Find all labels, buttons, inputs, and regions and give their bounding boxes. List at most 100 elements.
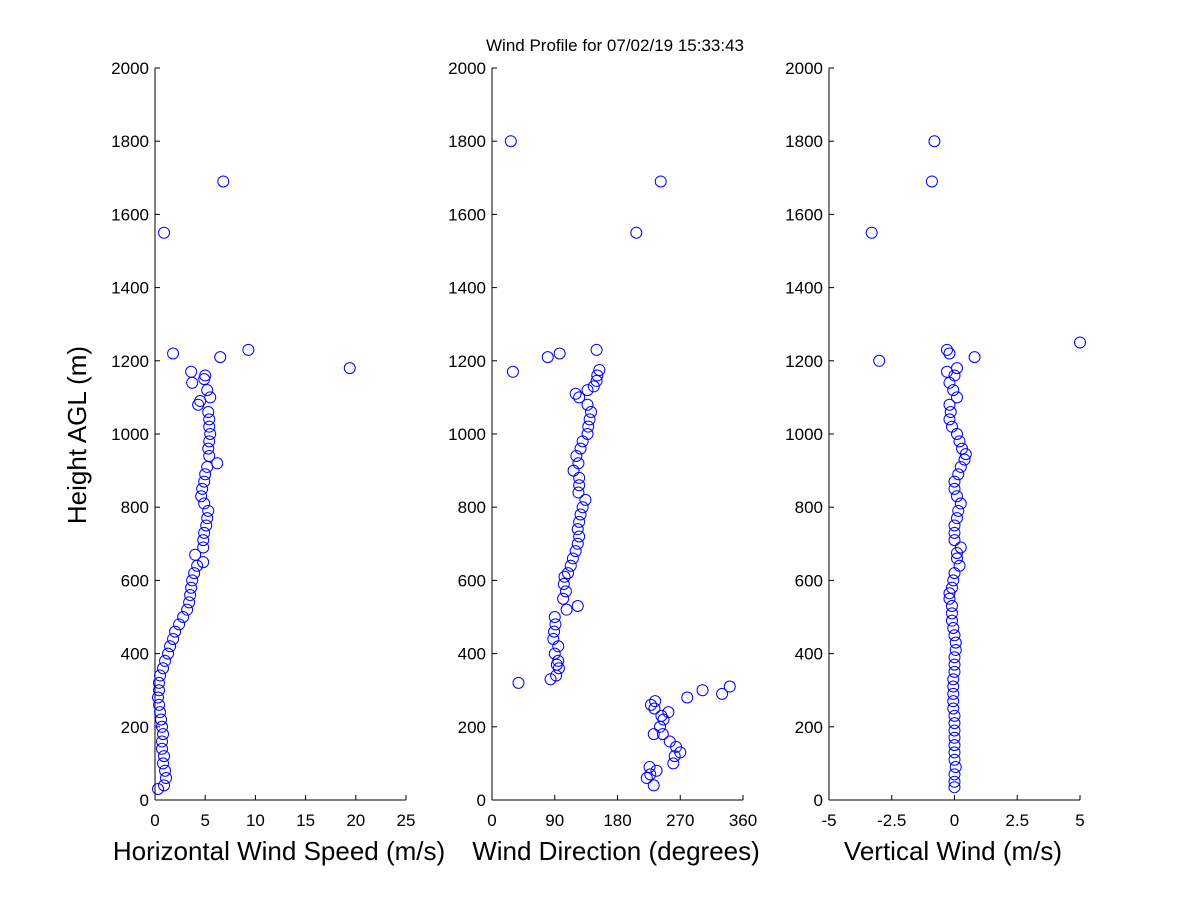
vertical-data-point xyxy=(944,406,957,419)
direction-data-point xyxy=(649,695,662,708)
speed-data-point xyxy=(157,757,170,770)
direction-data-point xyxy=(573,530,586,543)
speed-data-point xyxy=(184,589,197,602)
vertical-data-point xyxy=(949,761,962,774)
direction-data-point xyxy=(667,757,680,770)
direction-data-point xyxy=(654,720,667,733)
vertical-data-point xyxy=(949,643,962,656)
direction-y-tick-label: 1000 xyxy=(448,425,486,444)
speed-data-point xyxy=(189,548,202,561)
direction-y-tick-label: 800 xyxy=(458,498,486,517)
direction-data-point xyxy=(591,369,604,382)
direction-data-point xyxy=(557,578,570,591)
direction-data-point xyxy=(553,347,566,360)
vertical-x-tick-label: 2.5 xyxy=(1005,811,1029,830)
speed-data-point xyxy=(203,420,216,433)
vertical-data-point xyxy=(953,435,966,448)
vertical-data-point xyxy=(945,420,958,433)
speed-data-point xyxy=(191,559,204,572)
direction-data-point xyxy=(681,691,694,704)
direction-data-point xyxy=(560,603,573,616)
speed-data-point xyxy=(152,691,165,704)
direction-y-tick-label: 400 xyxy=(458,645,486,664)
vertical-data-point xyxy=(947,680,960,693)
speed-data-point xyxy=(201,512,214,525)
speed-x-tick-label: 0 xyxy=(150,811,159,830)
direction-data-point xyxy=(573,391,586,404)
speed-data-point xyxy=(153,698,166,711)
vertical-y-tick-label: 0 xyxy=(814,791,823,810)
speed-data-point xyxy=(156,735,169,748)
direction-y-tick-label: 1200 xyxy=(448,352,486,371)
direction-data-point xyxy=(552,654,565,667)
vertical-data-point xyxy=(948,775,961,788)
vertical-data-point xyxy=(945,581,958,594)
direction-x-tick-label: 360 xyxy=(729,811,757,830)
speed-data-point xyxy=(197,541,210,554)
direction-data-point xyxy=(573,479,586,492)
vertical-data-point xyxy=(947,695,960,708)
vertical-data-point xyxy=(948,526,961,539)
vertical-data-point xyxy=(945,600,958,613)
direction-data-point xyxy=(559,585,572,598)
direction-x-tick-label: 90 xyxy=(545,811,564,830)
vertical-data-point xyxy=(953,559,966,572)
vertical-y-tick-label: 200 xyxy=(795,718,823,737)
direction-data-point xyxy=(569,545,582,558)
vertical-data-point xyxy=(958,453,971,466)
direction-data-point xyxy=(581,428,594,440)
vertical-data-point xyxy=(948,724,961,737)
speed-data-point xyxy=(157,728,170,741)
vertical-x-tick-label: -2.5 xyxy=(877,811,906,830)
direction-data-point xyxy=(573,471,586,484)
direction-data-point xyxy=(512,676,525,689)
speed-data-point xyxy=(157,662,170,675)
direction-data-point xyxy=(585,406,598,419)
vertical-data-point xyxy=(943,413,956,426)
speed-y-tick-label: 0 xyxy=(140,791,149,810)
figure-title: Wind Profile for 07/02/19 15:33:43 xyxy=(486,36,744,55)
speed-data-point xyxy=(201,460,214,473)
direction-data-point xyxy=(696,684,709,697)
vertical-data-point xyxy=(948,717,961,730)
speed-y-tick-label: 800 xyxy=(121,498,149,517)
speed-data-point xyxy=(203,413,216,426)
vertical-data-point xyxy=(948,519,961,532)
speed-data-point xyxy=(194,395,207,408)
vertical-data-point xyxy=(952,504,965,517)
vertical-data-point xyxy=(943,347,956,360)
vertical-data-point xyxy=(945,607,958,620)
speed-y-tick-label: 400 xyxy=(121,645,149,664)
direction-data-point xyxy=(655,709,668,722)
direction-data-point xyxy=(571,600,584,613)
vertical-y-tick-label: 1800 xyxy=(785,132,823,151)
vertical-data-point xyxy=(948,731,961,744)
speed-data-point xyxy=(204,428,217,440)
speed-y-tick-label: 1800 xyxy=(111,132,149,151)
speed-x-tick-label: 10 xyxy=(246,811,265,830)
vertical-data-point xyxy=(948,746,961,759)
vertical-y-tick-label: 400 xyxy=(795,645,823,664)
speed-data-point xyxy=(159,654,172,667)
speed-data-point xyxy=(167,632,180,645)
vertical-data-point xyxy=(948,475,961,488)
direction-data-point xyxy=(579,493,592,506)
vertical-data-point xyxy=(943,587,956,600)
y-axis-label: Height AGL (m) xyxy=(62,346,92,524)
speed-data-point xyxy=(158,779,171,792)
speed-data-point xyxy=(202,442,215,455)
direction-x-axis-label: Wind Direction (degrees) xyxy=(472,836,760,866)
speed-data-point xyxy=(198,526,211,539)
vertical-data-point xyxy=(948,567,961,580)
vertical-data-point xyxy=(948,629,961,642)
direction-data-point xyxy=(630,226,643,239)
wind-direction-panel: 0 200 400 600 800 1000 1200 1400 1600 1800 2000 0 90… xyxy=(448,59,757,830)
speed-data-point xyxy=(214,351,227,364)
vertical-data-point xyxy=(948,651,961,664)
direction-y-tick-label: 1400 xyxy=(448,279,486,298)
direction-data-point xyxy=(504,135,517,148)
vertical-y-tick-label: 1200 xyxy=(785,352,823,371)
vertical-data-point xyxy=(948,753,961,766)
vertical-x-tick-label: -5 xyxy=(821,811,836,830)
direction-data-point xyxy=(506,365,519,378)
